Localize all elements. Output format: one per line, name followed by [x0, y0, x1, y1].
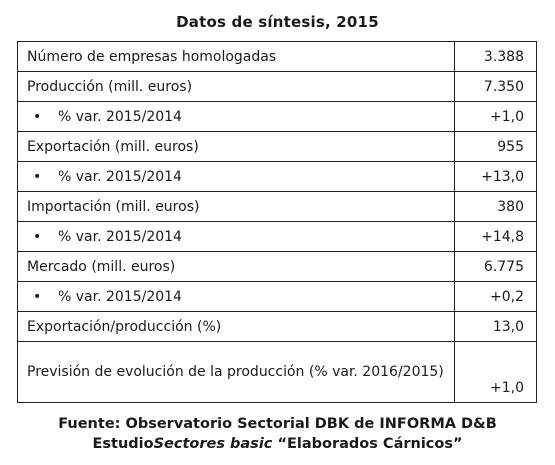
row-label: Exportación/producción (%): [17, 311, 455, 342]
table-row: Exportación/producción (%) 13,0: [17, 311, 538, 342]
table-row: Importación (mill. euros) 380: [17, 191, 538, 222]
row-value: 6.775: [453, 251, 538, 282]
row-value: +1,0: [453, 101, 538, 132]
source-line-1: Fuente: Observatorio Sectorial DBK de IN…: [58, 416, 497, 432]
row-label: Exportación (mill. euros): [17, 131, 455, 162]
bullet-icon: •: [33, 228, 42, 245]
row-label-text: % var. 2015/2014: [58, 228, 182, 245]
source-suffix: “Elaborados Cárnicos”: [272, 436, 463, 452]
table-row: Producción (mill. euros) 7.350: [17, 71, 538, 102]
table-row: Previsión de evolución de la producción …: [17, 341, 538, 403]
table-row: • % var. 2015/2014 +0,2: [17, 281, 538, 312]
source-line-2: EstudioSectores basic “Elaborados Cárnic…: [0, 434, 555, 454]
row-label: Mercado (mill. euros): [17, 251, 455, 282]
row-label: • % var. 2015/2014: [17, 221, 455, 252]
summary-table: Número de empresas homologadas 3.388 Pro…: [17, 41, 538, 403]
row-value: 3.388: [453, 41, 538, 72]
row-value: 13,0: [453, 311, 538, 342]
row-value: +13,0: [453, 161, 538, 192]
row-value: 7.350: [453, 71, 538, 102]
row-value: +1,0: [453, 341, 538, 403]
row-label: Producción (mill. euros): [17, 71, 455, 102]
row-value: 380: [453, 191, 538, 222]
row-value: +14,8: [453, 221, 538, 252]
table-row: Exportación (mill. euros) 955: [17, 131, 538, 162]
row-value: +0,2: [453, 281, 538, 312]
table-row: Número de empresas homologadas 3.388: [17, 41, 538, 72]
row-label: Previsión de evolución de la producción …: [17, 341, 455, 403]
row-label: Número de empresas homologadas: [17, 41, 455, 72]
table-row: • % var. 2015/2014 +1,0: [17, 101, 538, 132]
row-label: • % var. 2015/2014: [17, 161, 455, 192]
row-value: 955: [453, 131, 538, 162]
source-study-name: Sectores basic: [153, 436, 273, 452]
table-row: Mercado (mill. euros) 6.775: [17, 251, 538, 282]
row-label-text: % var. 2015/2014: [58, 108, 182, 125]
row-label: Importación (mill. euros): [17, 191, 455, 222]
source-note: Fuente: Observatorio Sectorial DBK de IN…: [0, 414, 555, 454]
bullet-icon: •: [33, 168, 42, 185]
table-row: • % var. 2015/2014 +13,0: [17, 161, 538, 192]
table-row: • % var. 2015/2014 +14,8: [17, 221, 538, 252]
row-label-text: % var. 2015/2014: [58, 288, 182, 305]
bullet-icon: •: [33, 108, 42, 125]
row-label: • % var. 2015/2014: [17, 101, 455, 132]
row-label: • % var. 2015/2014: [17, 281, 455, 312]
row-label-text: % var. 2015/2014: [58, 168, 182, 185]
source-prefix: Estudio: [92, 436, 154, 452]
table-title: Datos de síntesis, 2015: [176, 13, 379, 31]
bullet-icon: •: [33, 288, 42, 305]
